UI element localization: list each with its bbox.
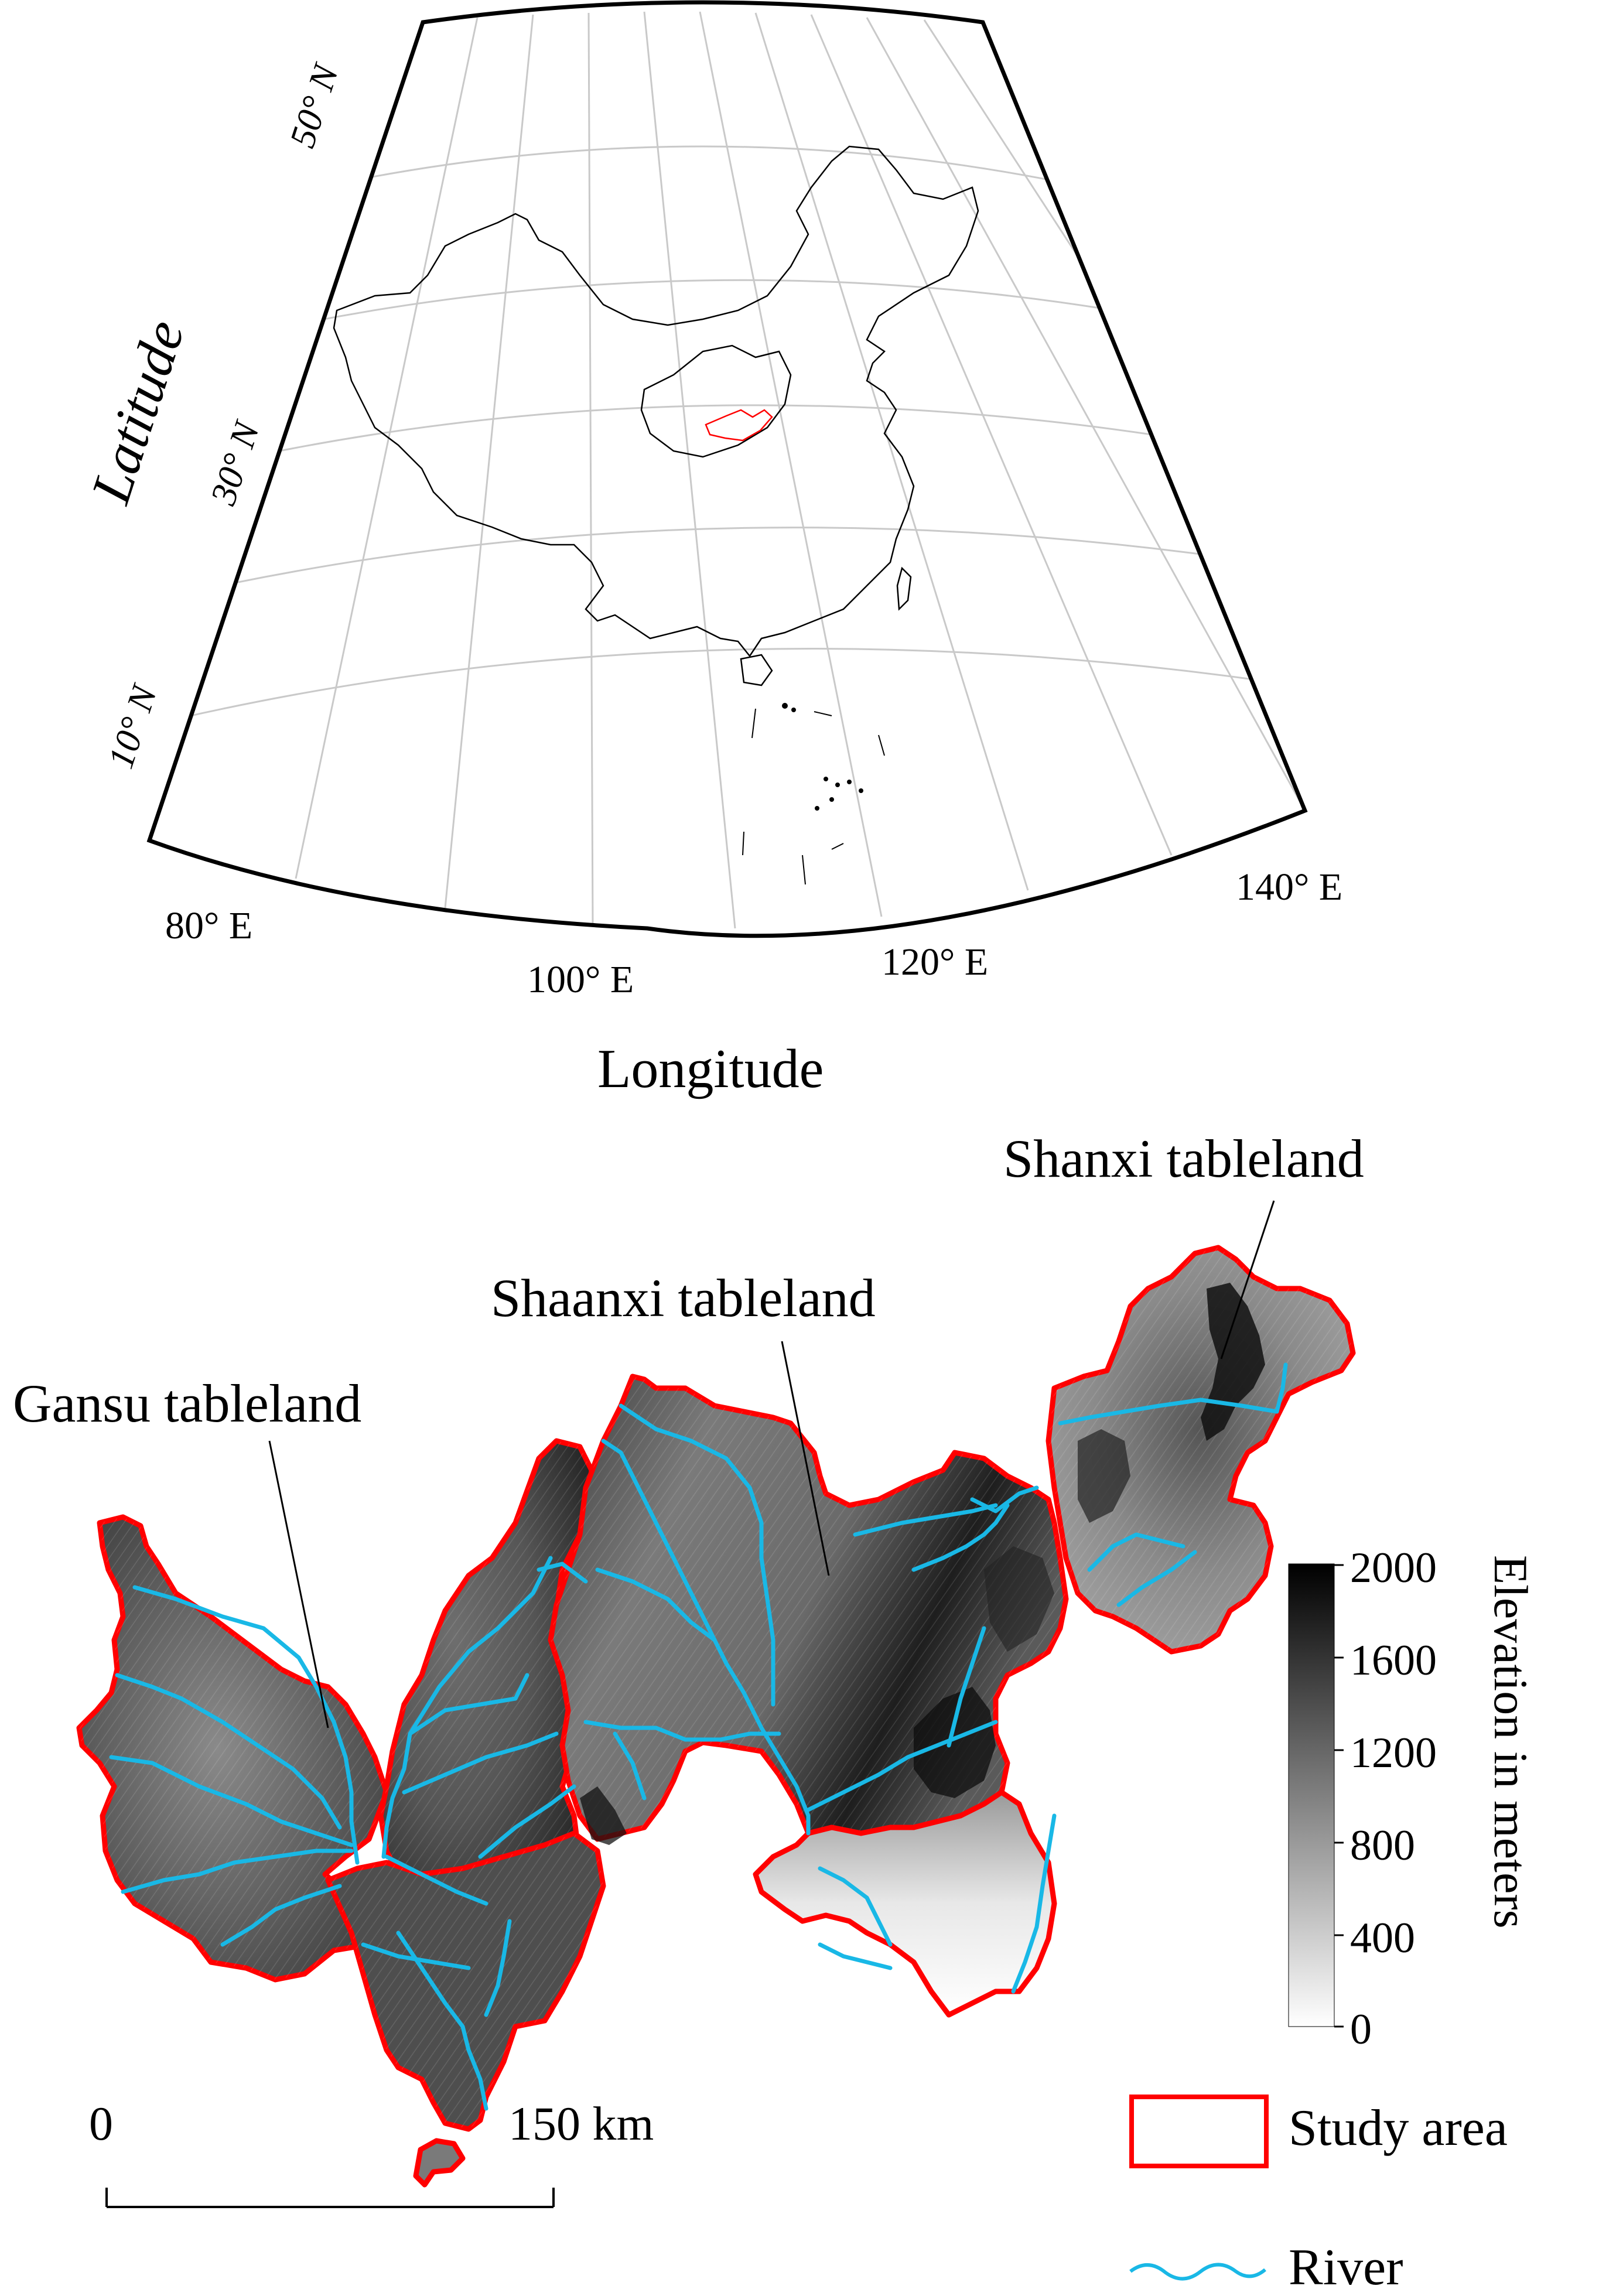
shanxi-tableland-label: Shanxi tableland (1003, 1129, 1364, 1188)
elevation-colorbar (1288, 1563, 1335, 2027)
shaanxi-tableland-label: Shaanxi tableland (491, 1268, 876, 1328)
legend-river-label: River (1289, 2239, 1403, 2296)
gansu-islet (413, 2138, 466, 2188)
colorbar-title: Elevation in meters (1484, 1555, 1538, 1929)
shaanxi-dark-zone (914, 1687, 996, 1798)
colorbar-tick-400: 400 (1350, 1914, 1415, 1962)
colorbar-ticks (1334, 1564, 1344, 2028)
inset-frame (146, 0, 1308, 938)
colorbar-tick-1200: 1200 (1350, 1729, 1437, 1777)
colorbar-tick-0: 0 (1350, 2005, 1372, 2054)
colorbar-tick-2000: 2000 (1350, 1544, 1437, 1592)
lon-tick-120: 120° E (882, 941, 989, 983)
river-network (109, 1362, 1288, 2111)
legend-study-area-label: Study area (1289, 2100, 1508, 2157)
scale-bar (105, 2188, 555, 2208)
graticule (149, 11, 1305, 929)
lon-tick-100: 100° E (527, 958, 634, 1001)
legend-study-area-swatch (1129, 2095, 1269, 2168)
longitude-axis-label: Longitude (597, 1038, 824, 1099)
lon-tick-80: 80° E (165, 904, 253, 947)
shaanxi-south-lobe (753, 1789, 1057, 2018)
province-outline (640, 344, 792, 458)
leader-lines (268, 1200, 1275, 1728)
scale-bar-start-label: 0 (89, 2097, 113, 2150)
china-outline (333, 145, 979, 658)
taiwan-outline (896, 566, 912, 611)
inset-study-area (705, 409, 773, 442)
inset-map (146, 0, 1308, 938)
shanxi-ridge-2 (1078, 1429, 1130, 1523)
shaanxi-dark-zone-2 (984, 1546, 1054, 1652)
south-sea-islands (742, 703, 885, 885)
gansu-dark-rim (580, 1786, 627, 1845)
colorbar-tick-800: 800 (1350, 1822, 1415, 1870)
study-area-map (76, 1200, 1356, 2281)
hainan-outline (740, 654, 773, 686)
gansu-tableland-label: Gansu tableland (13, 1374, 362, 1433)
colorbar-tick-1600: 1600 (1350, 1636, 1437, 1685)
lon-tick-140: 140° E (1236, 866, 1343, 908)
scale-bar-end-label: 150 km (508, 2097, 654, 2150)
legend-river-swatch (1129, 2263, 1266, 2281)
